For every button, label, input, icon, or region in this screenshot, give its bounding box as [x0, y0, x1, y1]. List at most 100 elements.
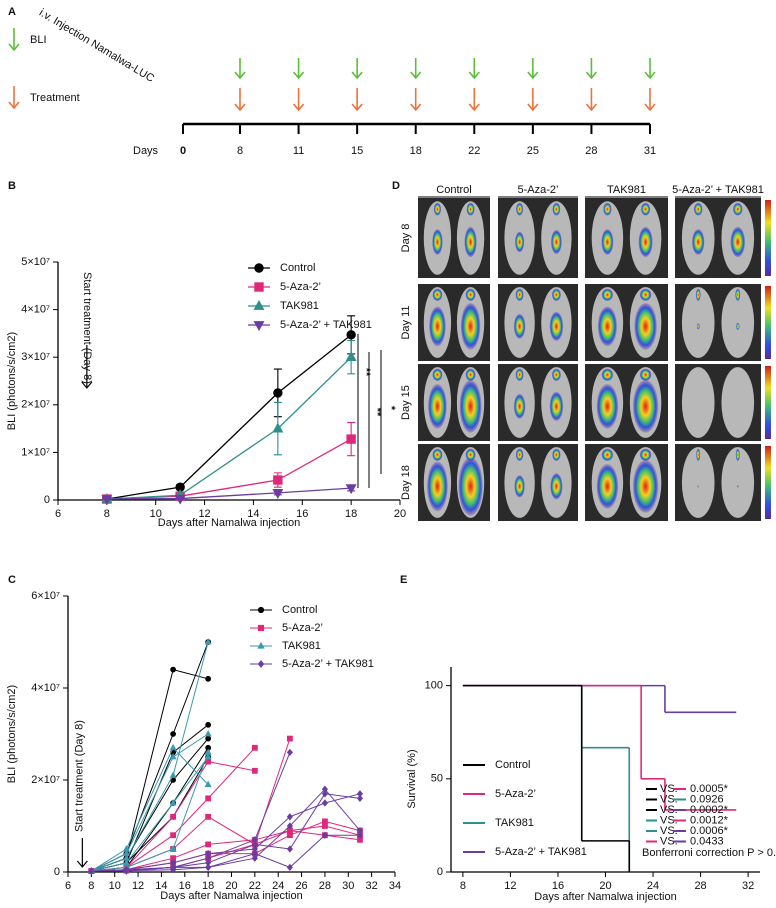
legend-label: 5-Aza-2’ + TAK981 [280, 319, 372, 331]
signal [458, 457, 483, 516]
arrow-head [76, 860, 88, 868]
x-tick-label: 28 [694, 880, 706, 892]
arrow-head [585, 71, 598, 80]
marker [322, 823, 328, 829]
x-tick-label: 22 [249, 880, 261, 892]
p-value: 0.0006* [690, 825, 729, 837]
marker [205, 813, 212, 820]
x-tick-label: 14 [155, 880, 167, 892]
column-header: 5-Aza-2’ [518, 184, 559, 196]
signal [697, 485, 699, 488]
marker [170, 731, 177, 737]
day-label: 28 [585, 145, 597, 157]
arrow-head [8, 101, 20, 110]
signal [433, 202, 442, 216]
y-tick-label: 50 [431, 773, 443, 785]
signal [515, 448, 524, 461]
marker [251, 767, 258, 774]
significance-label: * [385, 406, 397, 411]
signal [551, 368, 561, 381]
series-line [106, 334, 352, 500]
x-tick-label: 20 [599, 880, 611, 892]
marker [272, 422, 284, 433]
comparison-vs: VS. [660, 835, 678, 847]
legend-label: 5-Aza-2’ [282, 622, 323, 634]
panel-label: A [8, 6, 16, 18]
arrow-head [585, 103, 598, 112]
x-tick-label: 24 [272, 880, 284, 892]
arrow-head [410, 71, 422, 80]
y-tick-label: 0 [437, 866, 443, 878]
marker [251, 840, 258, 849]
signal [465, 368, 476, 381]
annotation: Start treatment (Day 8) [73, 720, 85, 832]
mouse-line [91, 641, 209, 872]
x-tick-label: 10 [150, 508, 162, 520]
signal [737, 484, 739, 488]
y-tick-label: 100 [425, 680, 443, 692]
signal [464, 226, 477, 258]
signal [427, 461, 448, 512]
legend-label: Treatment [30, 92, 80, 104]
x-tick-label: 12 [198, 508, 210, 520]
x-tick-label: 8 [88, 880, 94, 892]
marker [170, 866, 177, 874]
significance-label: ** [371, 408, 383, 417]
x-axis-title: Days after Namalwa injection [160, 890, 302, 902]
x-tick-label: 30 [342, 880, 354, 892]
marker [321, 785, 328, 793]
marker [122, 849, 130, 857]
marker [321, 790, 328, 798]
arrow-head [527, 71, 539, 80]
annotation: Start treatment (Day 8) [81, 272, 93, 384]
colorbar [765, 286, 771, 359]
marker [286, 863, 293, 872]
signal [736, 322, 740, 330]
arrow-head [527, 103, 539, 112]
day-label: 18 [410, 145, 422, 157]
mouse [681, 447, 715, 518]
arrow-head [410, 103, 422, 112]
signal [465, 288, 476, 301]
y-axis-title: Survival (%) [406, 749, 418, 808]
legend-label: TAK981 [495, 817, 534, 829]
mouse-line [91, 834, 360, 872]
signal [603, 202, 612, 216]
colorbar [765, 200, 771, 276]
marker [205, 863, 212, 872]
signal [601, 229, 614, 255]
marker [205, 721, 212, 728]
x-tick-label: 20 [394, 508, 406, 520]
panel-label: B [8, 180, 16, 192]
signal [550, 473, 563, 500]
signal [428, 383, 447, 429]
marker [169, 799, 177, 806]
colorbar [765, 366, 771, 439]
comparison-vs: VS. [660, 783, 678, 795]
arrow-head [468, 103, 480, 112]
comparison-vs: VS. [660, 804, 678, 816]
p-value: 0.0012* [690, 814, 729, 826]
marker [257, 660, 265, 668]
marker [169, 753, 177, 760]
marker [204, 748, 212, 755]
signal [513, 393, 526, 419]
x-tick-label: 16 [552, 880, 564, 892]
signal [732, 202, 743, 216]
mouse-line [91, 746, 209, 872]
marker [257, 641, 265, 649]
signal [465, 448, 476, 461]
marker [273, 475, 283, 485]
signal [460, 302, 481, 350]
x-tick-label: 14 [247, 508, 259, 520]
x-tick-label: 28 [319, 880, 331, 892]
signal [515, 288, 524, 301]
comparison-vs: VS. [660, 825, 678, 837]
day-label: 15 [351, 145, 363, 157]
day-label: 8 [237, 145, 243, 157]
column-header: 5-Aza-2’ + TAK981 [672, 184, 764, 196]
marker [286, 845, 293, 853]
comparison-vs: VS. [660, 814, 678, 826]
legend-label: 5-Aza-2’ [495, 788, 536, 800]
marker [253, 321, 265, 332]
